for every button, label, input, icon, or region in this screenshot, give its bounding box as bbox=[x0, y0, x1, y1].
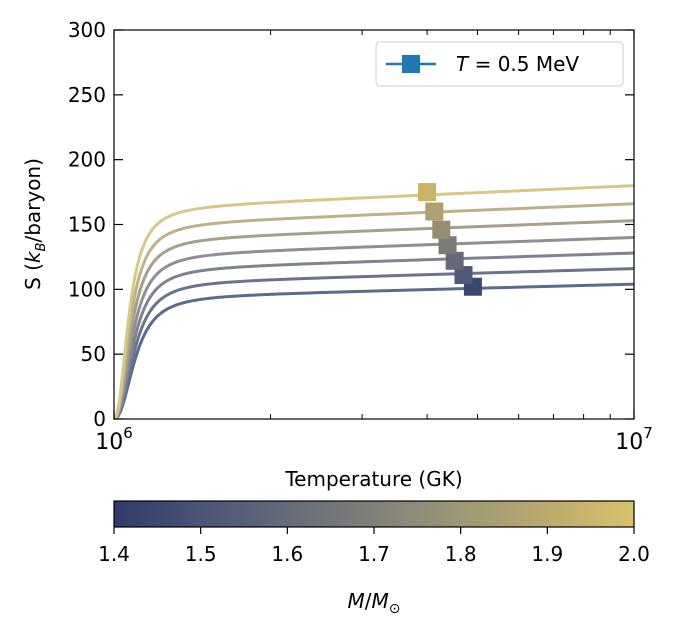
legend-label: T = 0.5 MeV bbox=[456, 52, 579, 76]
marker-mass-2 bbox=[418, 183, 437, 202]
x-axis-label: Temperature (GK) bbox=[284, 467, 462, 491]
curve-mass-1.5 bbox=[114, 267, 634, 419]
legend: T = 0.5 MeV bbox=[375, 41, 624, 87]
colorbar-tick-label: 1.5 bbox=[185, 542, 217, 566]
colorbar-bar bbox=[113, 500, 635, 528]
x-axis: 106 107 bbox=[95, 30, 653, 455]
colorbar-tick-label: 2.0 bbox=[618, 542, 650, 566]
marker-mass-1.7 bbox=[438, 236, 457, 255]
y-tick-label: 0 bbox=[93, 407, 106, 431]
y-axis: 0 50 100 150 200 250 300 bbox=[68, 18, 634, 431]
colorbar-tick-label: 1.7 bbox=[358, 542, 390, 566]
entropy-curves bbox=[114, 184, 634, 419]
curve-mass-1.7 bbox=[114, 235, 634, 419]
colorbar-tick-label: 1.9 bbox=[531, 542, 563, 566]
colorbar-tick-label: 1.6 bbox=[271, 542, 303, 566]
colorbar: 1.4 1.5 1.6 1.7 1.8 1.9 2.0 M/M⊙ bbox=[98, 500, 650, 617]
marker-mass-1.8 bbox=[432, 220, 451, 239]
colorbar-ticks: 1.4 1.5 1.6 1.7 1.8 1.9 2.0 bbox=[98, 527, 650, 566]
x-tick-label: 107 bbox=[615, 424, 653, 455]
y-tick-label: 150 bbox=[68, 213, 106, 237]
marker-points bbox=[418, 183, 482, 296]
legend-frame bbox=[375, 41, 624, 87]
y-tick-label: 250 bbox=[68, 83, 106, 107]
curve-mass-1.4 bbox=[114, 282, 634, 419]
curve-mass-1.6 bbox=[114, 251, 634, 419]
x-tick-label: 106 bbox=[95, 424, 133, 455]
y-axis-label: S (kB/baryon) bbox=[21, 158, 49, 290]
marker-mass-1.5 bbox=[454, 266, 473, 285]
curve-mass-2 bbox=[114, 184, 634, 419]
y-tick-label: 300 bbox=[68, 18, 106, 42]
legend-square-marker bbox=[402, 55, 420, 73]
curve-mass-1.8 bbox=[114, 219, 634, 419]
curve-mass-1.9 bbox=[114, 202, 634, 419]
y-tick-label: 100 bbox=[68, 277, 106, 301]
colorbar-tick-label: 1.4 bbox=[98, 542, 130, 566]
colorbar-tick-label: 1.8 bbox=[445, 542, 477, 566]
y-tick-label: 200 bbox=[68, 148, 106, 172]
y-tick-label: 50 bbox=[81, 342, 106, 366]
marker-mass-1.6 bbox=[445, 251, 464, 270]
colorbar-label: M/M⊙ bbox=[347, 589, 400, 617]
marker-mass-1.9 bbox=[425, 202, 444, 221]
